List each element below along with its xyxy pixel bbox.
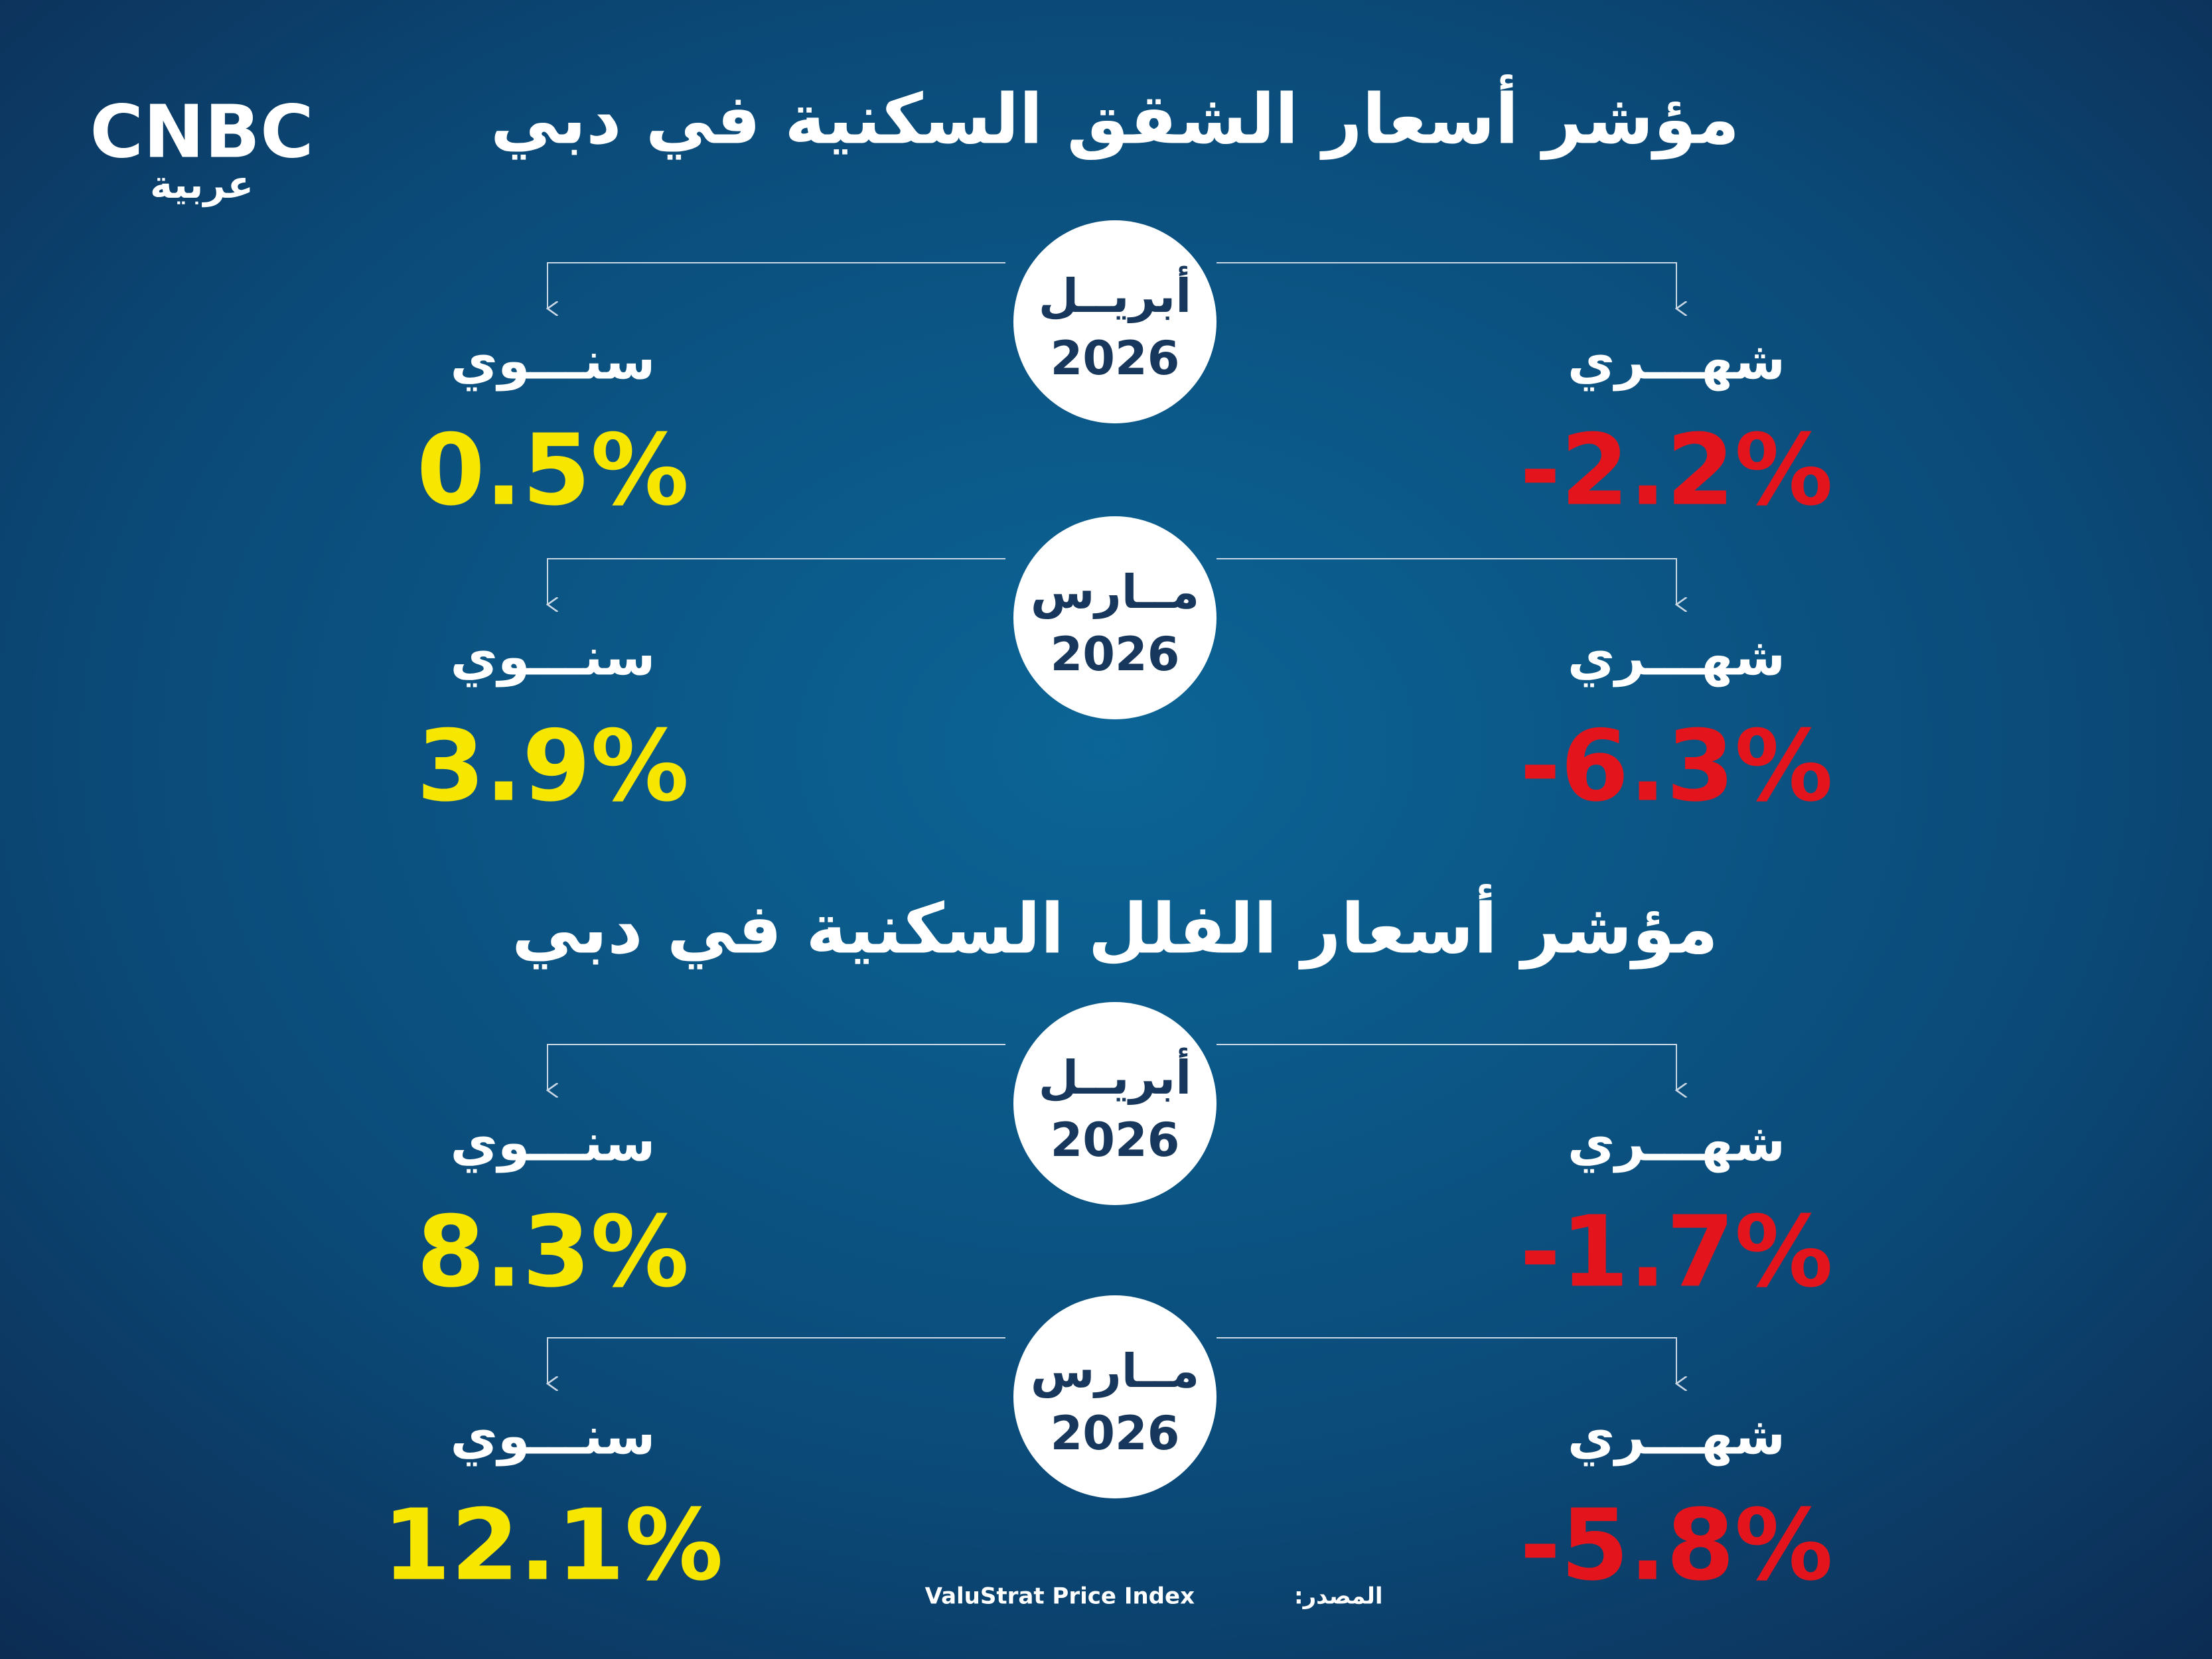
connector [1217,1044,1676,1090]
monthly-label: شهـــري [1568,627,1785,687]
period-year: 2026 [1051,331,1180,386]
monthly-label: شهـــري [1568,1406,1785,1466]
monthly-label: شهـــري [1568,331,1785,391]
logo-name: CNBC [90,89,313,174]
period-year: 2026 [1051,1406,1180,1461]
source-text: ValuStrat Price Index [925,1583,1195,1610]
section-title: مؤشر أسعار الشقق السكنية في دبي [490,74,1739,160]
annual-value: 0.5% [417,413,689,528]
period-year: 2026 [1051,627,1180,682]
monthly-label: شهـــري [1568,1113,1785,1173]
connector [548,1337,1005,1384]
annual-value: 8.3% [417,1195,689,1309]
period-month: أبريــل [1039,265,1191,323]
period-month: مــارس [1031,1344,1199,1398]
monthly-value: -6.3% [1520,709,1833,824]
period-month: مــارس [1031,565,1199,619]
source-label: المصدر: [1294,1583,1383,1610]
annual-label: سنـــوي [451,627,656,687]
period-badge [1013,516,1217,719]
period-badge [1013,1295,1217,1498]
monthly-value: -5.8% [1520,1488,1833,1603]
connector [548,1044,1005,1090]
period-month: أبريــل [1039,1047,1191,1105]
monthly-value: -1.7% [1520,1195,1833,1309]
connector [548,262,1005,309]
annual-label: سنـــوي [451,1406,656,1466]
annual-label: سنـــوي [451,331,656,391]
connector [548,558,1005,605]
period-badge [1013,220,1217,423]
connector [1217,1337,1676,1384]
annual-label: سنـــوي [451,1113,656,1173]
annual-value: 3.9% [417,709,689,824]
section-title: مؤشر أسعار الفلل السكنية في دبي [512,883,1718,969]
period-badge [1013,1002,1217,1205]
logo-sub: عربية [150,162,254,208]
connector [1217,558,1676,605]
annual-value: 12.1% [382,1488,723,1603]
period-year: 2026 [1051,1113,1180,1167]
connector [1217,262,1676,309]
monthly-value: -2.2% [1520,413,1833,528]
